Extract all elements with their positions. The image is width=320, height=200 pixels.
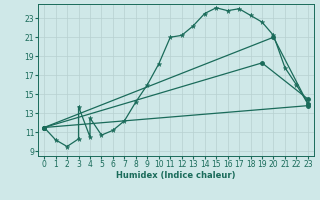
X-axis label: Humidex (Indice chaleur): Humidex (Indice chaleur) xyxy=(116,171,236,180)
